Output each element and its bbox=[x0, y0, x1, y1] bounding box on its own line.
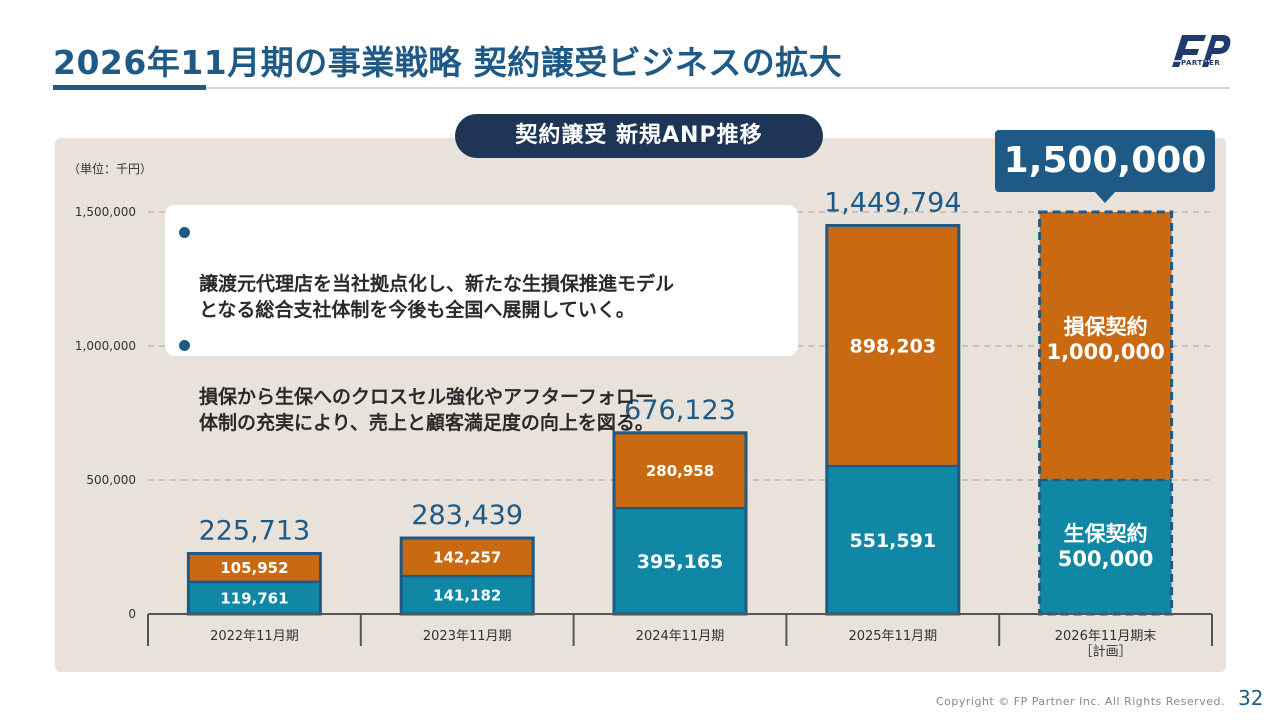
logo-wordmark: PARTNER bbox=[1181, 59, 1221, 67]
callout-item-text: 損保から生保へのクロスセル強化やアフターフォロー 体制の充実により、売上と顧客満… bbox=[199, 386, 654, 434]
chart-title: 契約譲受 新規ANP推移 bbox=[455, 114, 823, 158]
bullet-dot-icon bbox=[179, 340, 190, 351]
unit-label: （単位：千円） bbox=[68, 162, 153, 176]
copyright: Copyright © FP Partner Inc. All Rights R… bbox=[936, 695, 1225, 708]
callout-item-text: 譲渡元代理店を当社拠点化し、新たな生損保推進モデル となる総合支社体制を今後も全… bbox=[199, 273, 675, 321]
title-accent-bar bbox=[53, 85, 206, 90]
fp-partner-logo bbox=[1166, 27, 1232, 71]
strategy-callout: 譲渡元代理店を当社拠点化し、新たな生損保推進モデル となる総合支社体制を今後も全… bbox=[165, 205, 798, 434]
page-number: 32 bbox=[1238, 686, 1264, 710]
callout-item: 損保から生保へのクロスセル強化やアフターフォロー 体制の充実により、売上と顧客満… bbox=[179, 332, 798, 436]
callout-item: 譲渡元代理店を当社拠点化し、新たな生損保推進モデル となる総合支社体制を今後も全… bbox=[179, 219, 798, 323]
page-title: 2026年11月期の事業戦略 契約譲受ビジネスの拡大 bbox=[53, 43, 843, 82]
plan-target-badge: 1,500,000 bbox=[995, 130, 1215, 192]
bullet-dot-icon bbox=[179, 227, 190, 238]
plan-badge-pointer bbox=[1094, 191, 1116, 203]
title-divider bbox=[53, 87, 1230, 89]
